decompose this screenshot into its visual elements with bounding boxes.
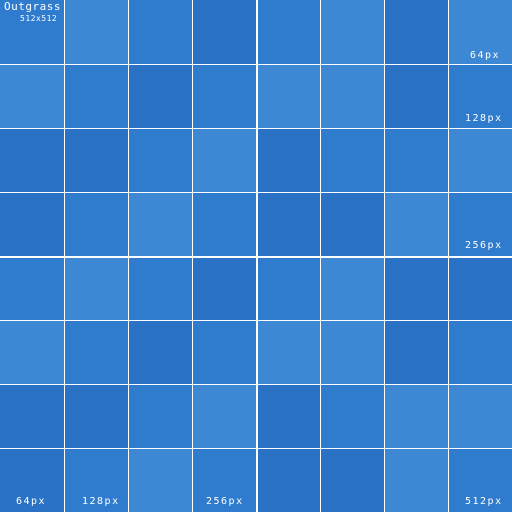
- texture-tile: [449, 258, 512, 320]
- texture-tile: [65, 65, 128, 128]
- texture-tile: [258, 193, 320, 256]
- texture-tile: [129, 321, 192, 384]
- texture-tile: [321, 193, 384, 256]
- texture-tile: [129, 193, 192, 256]
- texture-tile: [321, 129, 384, 192]
- texture-tile: [193, 0, 256, 64]
- texture-tile: [65, 193, 128, 256]
- scale-label-right-64: 64px: [470, 50, 501, 61]
- texture-tile: [65, 258, 128, 320]
- texture-tile: [129, 129, 192, 192]
- texture-tile: [258, 321, 320, 384]
- texture-tile: [449, 449, 512, 512]
- scale-label-bottom-256: 256px: [206, 496, 244, 507]
- dimensions-label: 512x512: [20, 14, 58, 23]
- texture-tile: [193, 385, 256, 448]
- texture-tile: [0, 129, 64, 192]
- texture-tile: [0, 258, 64, 320]
- texture-tile: [0, 321, 64, 384]
- texture-tile: [65, 321, 128, 384]
- texture-tile: [65, 0, 128, 64]
- texture-tile: [0, 449, 64, 512]
- texture-tile: [65, 129, 128, 192]
- texture-tile: [385, 129, 448, 192]
- texture-tile: [258, 129, 320, 192]
- texture-tile: [129, 258, 192, 320]
- texture-tile: [129, 0, 192, 64]
- texture-tile: [385, 385, 448, 448]
- texture-tile: [193, 129, 256, 192]
- texture-tile: [449, 321, 512, 384]
- texture-tile: [258, 258, 320, 320]
- texture-tile: [193, 193, 256, 256]
- scale-label-bottom-128: 128px: [82, 496, 120, 507]
- texture-tile: [193, 65, 256, 128]
- scale-label-bottom-64: 64px: [16, 496, 47, 507]
- texture-tile: [385, 449, 448, 512]
- texture-tile: [0, 193, 64, 256]
- texture-tile: [0, 65, 64, 128]
- texture-tile: [65, 449, 128, 512]
- texture-tile: [193, 449, 256, 512]
- texture-tile: [449, 129, 512, 192]
- scale-label-right-128: 128px: [465, 113, 503, 124]
- brand-label: Outgrass: [4, 0, 61, 13]
- texture-tile: [385, 65, 448, 128]
- texture-tile: [321, 258, 384, 320]
- scale-label-bottom-512: 512px: [465, 496, 503, 507]
- texture-tile: [385, 0, 448, 64]
- texture-tile: [258, 385, 320, 448]
- texture-tile: [0, 0, 64, 64]
- texture-tile: [449, 193, 512, 256]
- texture-tile: [193, 321, 256, 384]
- texture-tile: [385, 258, 448, 320]
- texture-tile: [129, 385, 192, 448]
- texture-tile: [321, 449, 384, 512]
- texture-tile: [129, 65, 192, 128]
- texture-tile: [258, 65, 320, 128]
- texture-tile: [385, 321, 448, 384]
- texture-tile: [449, 65, 512, 128]
- texture-tile: [321, 65, 384, 128]
- texture-tile: [258, 449, 320, 512]
- texture-tile: [258, 0, 320, 64]
- texture-tile: [193, 258, 256, 320]
- texture-tile: [129, 449, 192, 512]
- texture-tile: [321, 385, 384, 448]
- texture-tile: [0, 385, 64, 448]
- texture-tile: [321, 0, 384, 64]
- texture-tile: [65, 385, 128, 448]
- texture-tile: [449, 385, 512, 448]
- texture-tile: [321, 321, 384, 384]
- texture-tile: [449, 0, 512, 64]
- scale-label-right-256: 256px: [465, 240, 503, 251]
- texture-tile: [385, 193, 448, 256]
